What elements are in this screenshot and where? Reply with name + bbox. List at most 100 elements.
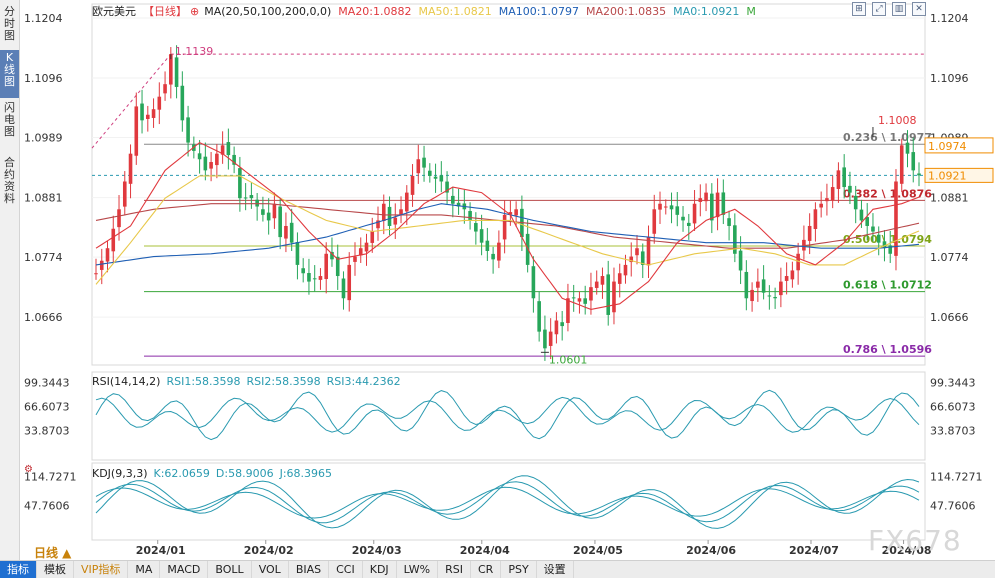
side-tab-3[interactable]: 合约资料 <box>4 156 15 205</box>
bottom-tab-macd[interactable]: MACD <box>160 561 209 578</box>
candle-body <box>560 322 564 327</box>
candle-body <box>324 253 329 280</box>
side-tab-2[interactable]: 闪电图 <box>4 101 15 138</box>
candle-body <box>301 268 305 274</box>
x-tick-4: 2024/05 <box>573 544 623 557</box>
candle <box>456 188 461 215</box>
candle <box>451 186 455 218</box>
candle <box>589 272 593 315</box>
candle-body <box>289 222 294 243</box>
candle-body <box>727 218 731 226</box>
candle-body <box>111 228 116 252</box>
candle <box>393 203 398 240</box>
candle-body <box>842 167 846 188</box>
candle <box>594 270 599 295</box>
kdj-settings-icon: ⚙ <box>24 464 33 475</box>
kdj-k-value: K:62.0659 <box>153 467 210 480</box>
period-tag[interactable]: 【日线】 <box>143 5 187 18</box>
candle <box>295 232 300 280</box>
candle-body <box>428 170 432 176</box>
candle-body <box>917 173 921 176</box>
bottom-tab-指标[interactable]: 指标 <box>0 561 37 578</box>
bottom-tab-cci[interactable]: CCI <box>329 561 363 578</box>
bottom-tab-bias[interactable]: BIAS <box>289 561 330 578</box>
ma50-line <box>95 175 920 285</box>
grid-icon[interactable]: ⊞ <box>852 2 866 16</box>
expand-icon[interactable]: ⤢ <box>872 2 886 16</box>
indicator-tabbar: 指标 模板 VIP指标 MA MACD BOLL VOL BIAS CCI KDJ LW% RSI CR… <box>0 560 995 578</box>
candle-body <box>859 209 864 221</box>
bottom-tab-psy[interactable]: PSY <box>501 561 537 578</box>
ma-params: MA(20,50,100,200,0,0) <box>204 5 332 18</box>
candle <box>761 265 766 300</box>
candle <box>174 45 179 99</box>
bottom-tab-vip指标[interactable]: VIP指标 <box>74 561 129 578</box>
candle-body <box>433 176 438 179</box>
candle <box>784 262 789 295</box>
candle-body <box>140 103 144 121</box>
candle <box>318 268 323 290</box>
bottom-tab-模板[interactable]: 模板 <box>37 561 74 578</box>
candle <box>479 214 484 256</box>
candle-body <box>370 231 375 243</box>
candle-body <box>387 206 392 226</box>
bottom-tab-boll[interactable]: BOLL <box>208 561 252 578</box>
rsi-tick-right-2: 33.8703 <box>930 424 976 437</box>
candle-body <box>330 251 334 260</box>
candle <box>600 267 605 299</box>
y-tick-right-0: 1.1204 <box>930 12 969 25</box>
settings-icon[interactable]: ⊕ <box>190 5 200 18</box>
candle-body <box>669 205 674 210</box>
candle <box>410 164 415 207</box>
candle-body <box>606 274 611 315</box>
y-tick-left-5: 1.0666 <box>24 311 63 324</box>
kdj-k-line <box>95 481 920 524</box>
candle <box>272 192 277 229</box>
candle <box>215 144 219 179</box>
bottom-tab-ma[interactable]: MA <box>128 561 161 578</box>
candle <box>733 213 737 263</box>
candle-body <box>905 142 910 154</box>
period-selector[interactable]: 日线 ▲ <box>34 546 72 560</box>
side-tab-0[interactable]: 分时图 <box>4 5 15 42</box>
candle-body <box>882 241 887 249</box>
candle <box>353 242 357 276</box>
price-tag-box-1 <box>924 167 994 183</box>
bottom-tab-cr[interactable]: CR <box>471 561 502 578</box>
candle-body <box>203 156 208 171</box>
bottom-tab-lw%[interactable]: LW% <box>397 561 439 578</box>
candle <box>675 192 680 227</box>
candle <box>640 243 645 279</box>
candle <box>807 213 812 255</box>
candle-body <box>710 193 714 221</box>
candle-body <box>577 298 582 302</box>
fib-label-0: 0.236 \ 1.0977 <box>843 131 932 144</box>
candle-body <box>554 320 559 335</box>
candle <box>341 271 346 310</box>
candle <box>721 179 726 225</box>
candle-body <box>790 270 795 280</box>
candle-body <box>663 206 668 208</box>
bottom-tab-rsi[interactable]: RSI <box>438 561 471 578</box>
ma20-line <box>95 141 920 310</box>
bottom-tab-kdj[interactable]: KDJ <box>363 561 397 578</box>
candle-body <box>848 185 852 193</box>
candle <box>220 131 225 164</box>
layout-icon[interactable]: ▥ <box>892 2 906 16</box>
candle <box>571 284 576 312</box>
bottom-tab-vol[interactable]: VOL <box>252 561 289 578</box>
candle-body <box>623 264 628 276</box>
rsi-tick-left-2: 33.8703 <box>24 424 70 437</box>
candle <box>825 183 829 216</box>
candle <box>151 98 156 128</box>
close-icon[interactable]: ✕ <box>912 2 926 16</box>
bottom-tab-设置[interactable]: 设置 <box>537 561 574 578</box>
ma200-value: MA200:1.0835 <box>585 5 667 18</box>
m-label: M <box>746 5 756 18</box>
kdj-tick-right-0: 114.7271 <box>930 471 983 484</box>
candle <box>554 312 559 344</box>
candle <box>790 261 795 288</box>
candle-body <box>209 162 213 169</box>
candle <box>111 215 116 264</box>
